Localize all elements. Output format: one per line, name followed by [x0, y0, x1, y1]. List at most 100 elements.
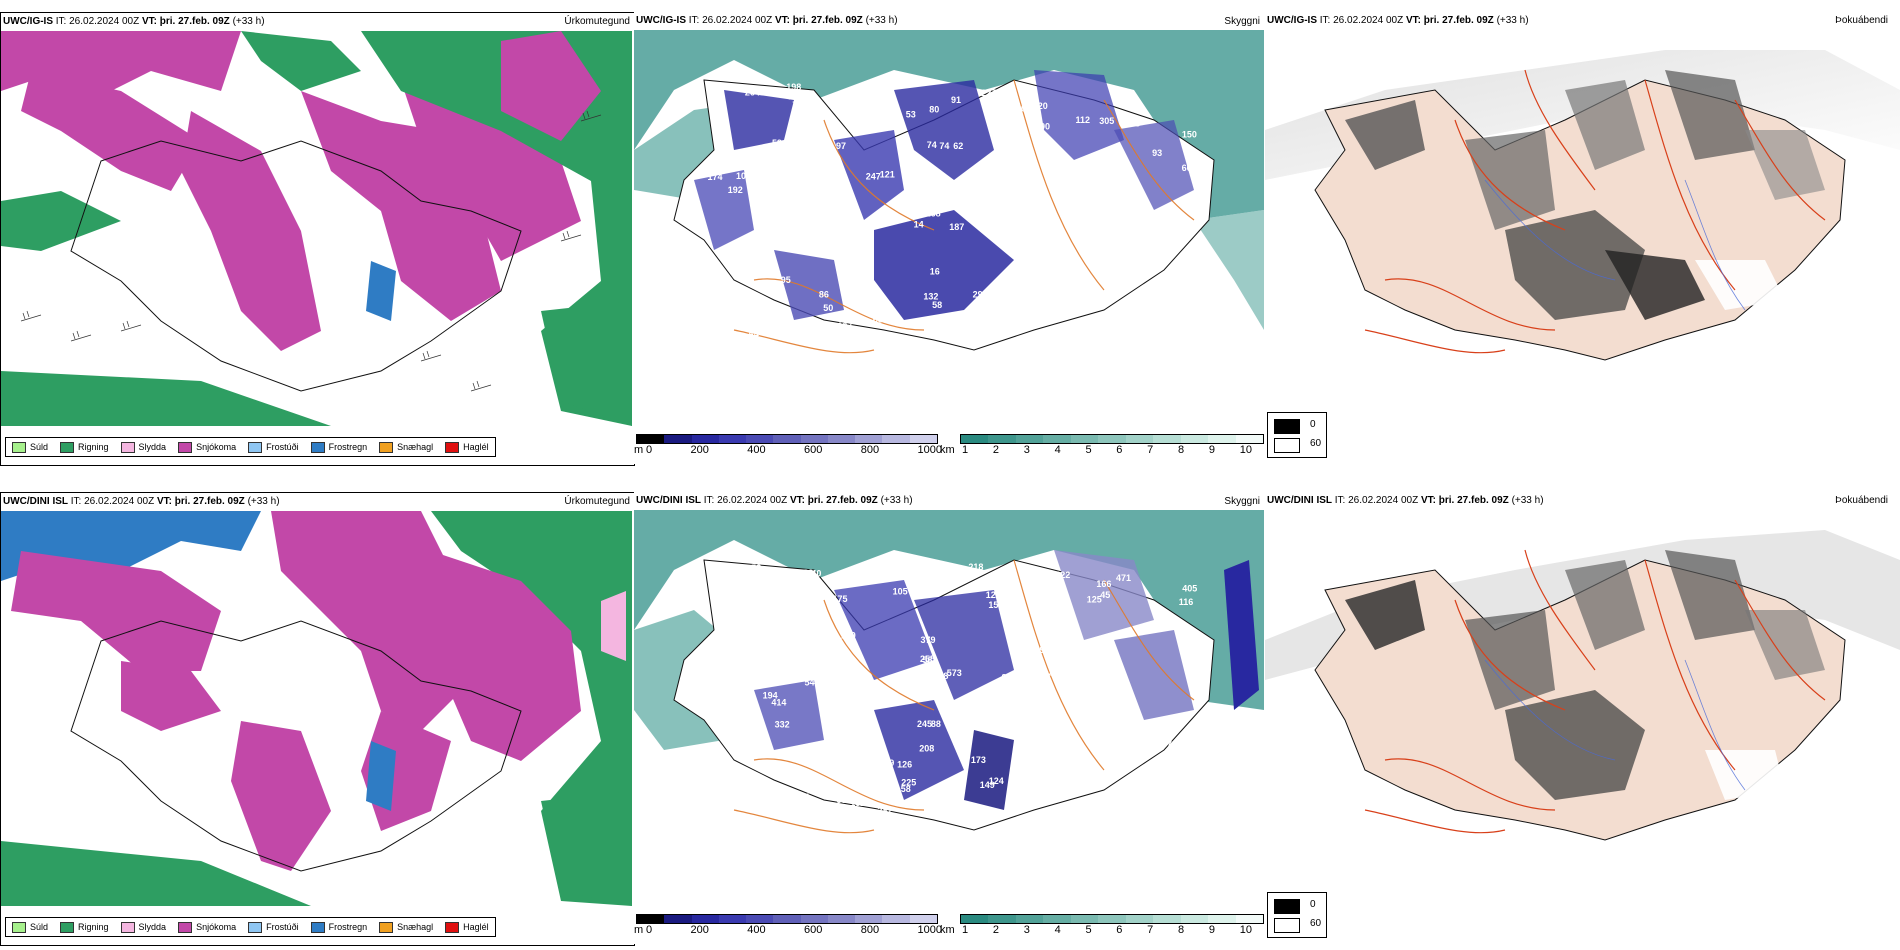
legend-item: Haglél [445, 441, 489, 453]
cloud-base-label: 130 [1167, 297, 1182, 307]
cloud-base-label: 57 [714, 651, 724, 661]
cloud-base-label: 75 [789, 328, 799, 338]
visibility-tick: 3 [1023, 924, 1030, 936]
cloud-base-label: 53 [906, 109, 916, 119]
cloudbase-tick: 200 [690, 924, 709, 936]
cloud-base-label: 97 [836, 141, 846, 151]
visibility-color-cell [1153, 435, 1181, 443]
cloudbase-ticks: 0 200 400 600 800 1000 [646, 924, 942, 936]
legend-swatch [379, 921, 394, 933]
cloud-base-label: 145 [792, 95, 807, 105]
cloud-base-label: 168 [926, 209, 941, 219]
cloud-base-label: 149 [764, 193, 779, 203]
panel-title: Skyggni [1224, 496, 1260, 507]
legend-item: Snjókoma [178, 441, 236, 453]
cloud-base-label: 206 [720, 606, 735, 616]
cloud-base-label: 303 [1187, 810, 1202, 820]
cloud-base-label: 45 [1100, 590, 1110, 600]
visibility-color-cell [1043, 915, 1071, 923]
cloudbase-tick: 0 [646, 924, 653, 936]
cloud-base-label: 174 [708, 172, 723, 182]
cloud-base-label: 169 [739, 713, 754, 723]
visibility-tick: 1 [962, 924, 969, 936]
cloudbase-tick: 1000 [917, 444, 942, 456]
cloud-base-label: 107 [830, 731, 845, 741]
legend-swatch [120, 921, 135, 933]
legend-label: Frostúði [266, 922, 299, 932]
cloud-base-label: 162 [1079, 688, 1094, 698]
cloud-base-label: 172 [839, 274, 854, 284]
cloud-base-label: 400 [982, 706, 997, 716]
visibility-tick: 6 [1116, 924, 1123, 936]
visibility-color-cell [988, 915, 1016, 923]
precip-map [1, 31, 632, 426]
cloud-base-label: 392 [1035, 645, 1050, 655]
cloud-base-label: 108 [736, 171, 751, 181]
cloud-base-label: 141 [1076, 644, 1091, 654]
cloud-base-label: 406 [720, 612, 735, 622]
panel-title: Skyggni [1224, 16, 1260, 27]
cloud-base-label: 76 [923, 206, 933, 216]
legend-swatch [310, 441, 325, 453]
cloudbase-tick: 800 [860, 444, 880, 456]
vt-label: VT: [789, 495, 805, 506]
it-value: 26.02.2024 00Z [84, 496, 155, 507]
cloudbase-tick: 400 [747, 444, 766, 456]
cloud-base-label: 68 [873, 315, 883, 325]
model-name: UWC/IG-IS [3, 16, 53, 27]
legend-label: Rigning [78, 922, 109, 932]
cloud-base-label: 194 [763, 691, 778, 701]
cloudbase-color-cell [746, 435, 774, 443]
it-value: 26.02.2024 00Z [702, 15, 773, 26]
cloudbase-tick: 400 [747, 924, 766, 936]
cloud-base-label: 264 [745, 87, 760, 97]
it-label: IT: [55, 16, 67, 27]
cloud-base-labels: 1872031681521401811206290146145130149150… [708, 82, 1197, 339]
cloud-base-label: 229 [1054, 756, 1069, 766]
panel-header: UWC/DINI ISL IT: 26.02.2024 00Z VT: þri.… [3, 496, 280, 507]
visibility-tick: 3 [1023, 444, 1030, 456]
cloud-base-label: 144 [1133, 324, 1148, 334]
panel-title: Þokuábendi [1835, 15, 1888, 26]
visibility-color-cell [988, 435, 1016, 443]
vt-label: VT: [1405, 15, 1421, 26]
cloud-base-label: 414 [771, 698, 786, 708]
legend-label: Haglél [463, 922, 489, 932]
cloudbase-tick: 800 [860, 924, 880, 936]
cloud-base-label: 162 [850, 798, 865, 808]
cloud-base-label: 245 [917, 719, 932, 729]
cloud-panel-top: UWC/IG-IS IT: 26.02.2024 00Z VT: þri. 27… [634, 12, 1264, 464]
fog-panel-bottom: UWC/DINI ISL IT: 26.02.2024 00Z VT: þri.… [1265, 492, 1900, 944]
visibility-tick: 6 [1116, 444, 1123, 456]
cloudbase-color-cell [773, 915, 801, 923]
cloud-base-label: 255 [920, 654, 935, 664]
visibility-ticks: 1 2 3 4 5 6 7 8 9 10 [962, 444, 1252, 456]
legend-label: Frostúði [266, 442, 299, 452]
it-label: IT: [688, 15, 700, 26]
cloud-base-label: 9 [716, 121, 721, 131]
visibility-color-cell [1235, 435, 1263, 443]
cloud-base-label: 218 [968, 562, 983, 572]
legend-item: Snæhagl [379, 441, 433, 453]
panel-title: Þokuábendi [1835, 495, 1888, 506]
cloud-base-label: 163 [741, 729, 756, 739]
cloudbase-color-cell [800, 435, 828, 443]
visibility-color-cell [1235, 915, 1263, 923]
visibility-tick: 8 [1178, 444, 1185, 456]
cloud-base-label: 64 [749, 330, 759, 340]
cloud-base-label: 84 [943, 186, 953, 196]
cloud-base-label: 134 [1040, 152, 1055, 162]
visibility-color-cell [1180, 435, 1209, 443]
cloud-base-label: 65 [726, 658, 736, 668]
cloud-base-label: 74 [939, 141, 949, 151]
visibility-tick: 10 [1239, 924, 1252, 936]
cloud-base-label: 547 [805, 678, 820, 688]
legend-label: Slydda [138, 922, 167, 932]
cloudbase-color-cell [691, 435, 719, 443]
cloud-base-label: 338 [909, 564, 924, 574]
cloud-base-label: 471 [1162, 739, 1177, 749]
panel-header: UWC/IG-IS IT: 26.02.2024 00Z VT: þri. 27… [3, 16, 265, 27]
cloud-base-label: 225 [901, 778, 916, 788]
cloud-base-label: 222 [1055, 570, 1070, 580]
legend-item: Rigning [60, 441, 109, 453]
